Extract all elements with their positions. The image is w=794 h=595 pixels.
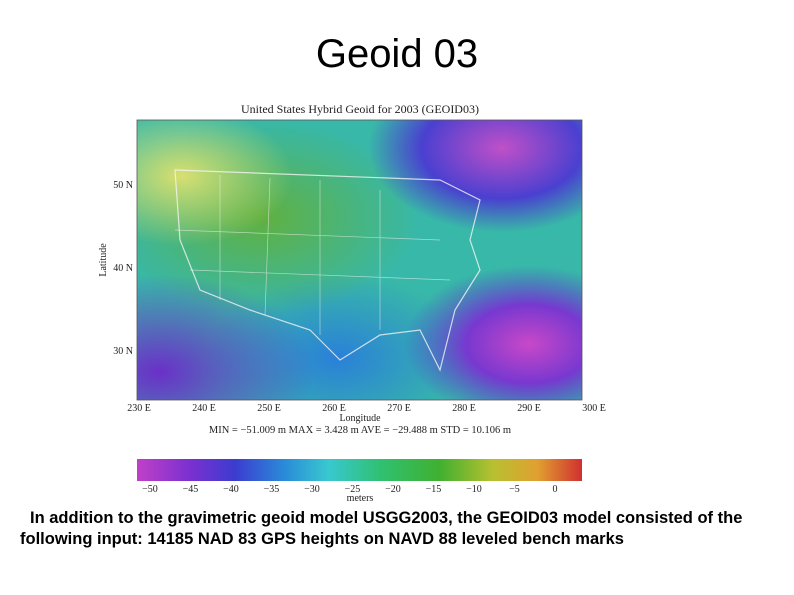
lon-tick-label: 260 E bbox=[322, 403, 346, 414]
lon-tick-label: 230 E bbox=[127, 403, 151, 414]
colorbar-label: meters bbox=[347, 493, 374, 504]
colorbar-tick-label: −20 bbox=[385, 484, 401, 495]
lat-tick-label: 40 N bbox=[113, 263, 133, 274]
slide-title: Geoid 03 bbox=[315, 32, 479, 76]
colorbar-tick-label: −45 bbox=[183, 484, 199, 495]
lon-tick-label: 290 E bbox=[517, 403, 541, 414]
caption: In addition to the gravimetric geoid mod… bbox=[20, 509, 743, 548]
colorbar-tick-label: −10 bbox=[466, 484, 482, 495]
map bbox=[136, 119, 583, 401]
lat-tick-label: 50 N bbox=[113, 180, 133, 191]
lon-tick-label: 300 E bbox=[582, 403, 606, 414]
lon-tick-label: 250 E bbox=[257, 403, 281, 414]
lon-tick-label: 240 E bbox=[192, 403, 216, 414]
figure-title: United States Hybrid Geoid for 2003 (GEO… bbox=[241, 102, 479, 116]
lon-tick-label: 280 E bbox=[452, 403, 476, 414]
stats: MIN = −51.009 m MAX = 3.428 m AVE = −29.… bbox=[209, 425, 511, 436]
colorbar bbox=[137, 459, 582, 481]
lon-tick-label: 270 E bbox=[387, 403, 411, 414]
lat-tick-label: 30 N bbox=[113, 346, 133, 357]
colorbar-tick-label: −5 bbox=[509, 484, 520, 495]
x-label: Longitude bbox=[339, 413, 381, 424]
colorbar-tick-label: −35 bbox=[264, 484, 280, 495]
colorbar-tick-label: −15 bbox=[426, 484, 442, 495]
colorbar-tick-label: −50 bbox=[142, 484, 158, 495]
colorbar-tick-label: −40 bbox=[223, 484, 239, 495]
colorbar-tick-label: −30 bbox=[304, 484, 320, 495]
y-label: Latitude bbox=[98, 243, 109, 277]
colorbar-tick-label: −25 bbox=[345, 484, 361, 495]
figure: United States Hybrid Geoid for 2003 (GEO… bbox=[98, 102, 606, 504]
colorbar-tick-label: 0 bbox=[553, 484, 558, 495]
